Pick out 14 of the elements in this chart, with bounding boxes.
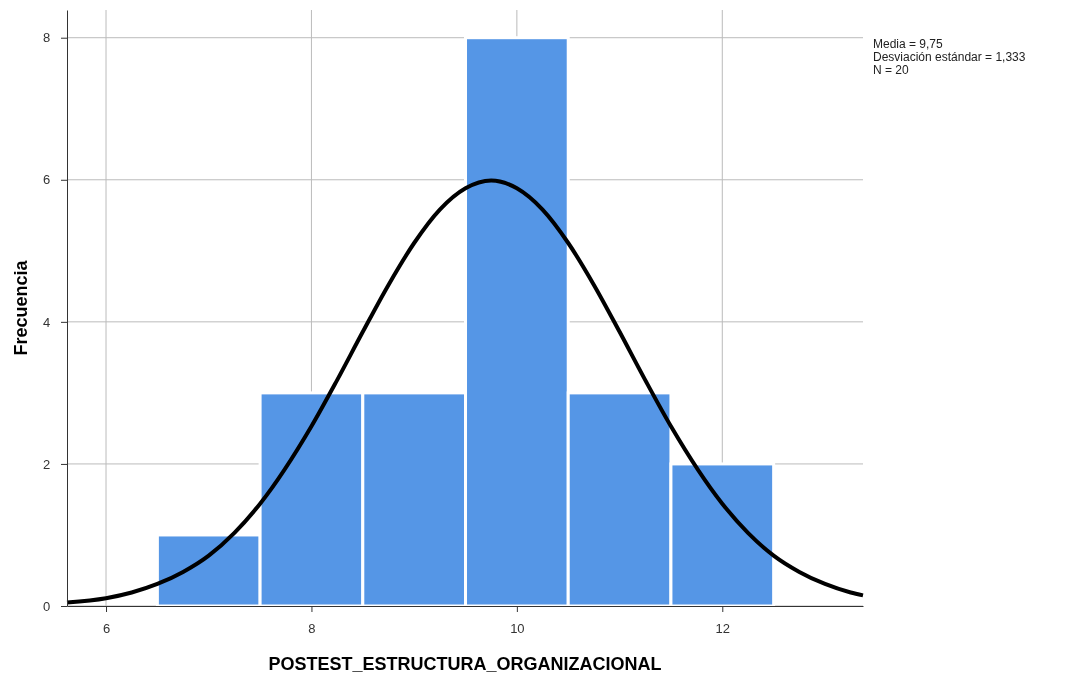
x-tick-label: 12	[715, 621, 731, 637]
text: Desviación estándar = 1,333	[873, 50, 1026, 64]
y-tick-label: 2	[42, 456, 51, 472]
y-axis-title: Frecuencia	[11, 259, 31, 356]
x-tick-label: 10	[510, 621, 525, 637]
x-tick-label: 6	[102, 621, 111, 637]
x-axis-title: POSTEST_ESTRUCTURA_ORGANIZACIONAL	[268, 654, 662, 674]
y-tick-label: 6	[42, 172, 51, 188]
y-tick-label: 8	[42, 30, 51, 46]
y-tick-label: 0	[42, 598, 51, 614]
x-tick-label: 8	[308, 621, 316, 637]
y-tick-label: 4	[42, 314, 51, 330]
text: N = 20	[873, 63, 910, 77]
text: Media = 9,75	[873, 37, 944, 51]
